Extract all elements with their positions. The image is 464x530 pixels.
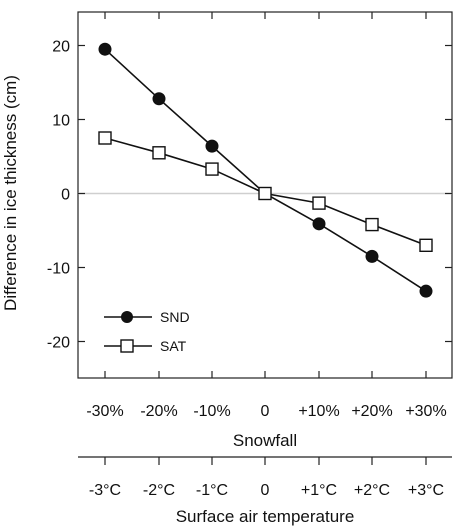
x-tick-label-snowfall: +10% <box>298 403 339 420</box>
x-tick-label-temperature: +1°C <box>301 482 337 499</box>
y-tick-label: 0 <box>61 187 70 204</box>
y-tick-label: -20 <box>47 335 70 352</box>
x-tick-label-temperature: +3°C <box>408 482 444 499</box>
x-tick-label-temperature: -1°C <box>196 482 228 499</box>
y-tick-label: 20 <box>52 39 70 56</box>
data-point-snd <box>420 285 432 297</box>
y-tick-label: -10 <box>47 261 70 278</box>
x-tick-label-snowfall: -20% <box>140 403 177 420</box>
data-point-sat <box>259 188 271 200</box>
x-tick-label-temperature: -2°C <box>143 482 175 499</box>
data-point-snd <box>366 250 378 262</box>
legend-label-snd: SND <box>160 309 190 325</box>
x-axis-title-snowfall: Snowfall <box>233 431 297 450</box>
data-point-snd <box>153 93 165 105</box>
data-point-sat <box>153 147 165 159</box>
x-tick-label-snowfall: +30% <box>405 403 446 420</box>
series-layer <box>99 43 432 297</box>
x-tick-label-temperature: -3°C <box>89 482 121 499</box>
data-point-sat <box>206 163 218 175</box>
y-axis-title: Difference in ice thickness (cm) <box>1 75 20 311</box>
x-tick-label-snowfall: -10% <box>193 403 230 420</box>
legend-marker-snd <box>121 311 133 323</box>
x-tick-label-temperature: +2°C <box>354 482 390 499</box>
labels-layer: -20 -10 0 10 20 -30% -20% -10% 0 +10% +20% +30% Snow… <box>1 39 447 527</box>
legend-marker-sat <box>121 340 133 352</box>
data-point-sat <box>99 132 111 144</box>
x-tick-label-snowfall: +20% <box>351 403 392 420</box>
legend-label-sat: SAT <box>160 338 187 354</box>
axes-layer <box>78 12 452 465</box>
data-point-snd <box>313 218 325 230</box>
x-axis-title-temperature: Surface air temperature <box>176 507 355 526</box>
x-tick-label-snowfall: 0 <box>261 403 270 420</box>
data-point-snd <box>206 140 218 152</box>
data-point-sat <box>366 219 378 231</box>
data-point-sat <box>313 197 325 209</box>
x-tick-label-snowfall: -30% <box>86 403 123 420</box>
data-point-sat <box>420 239 432 251</box>
y-tick-label: 10 <box>52 113 70 130</box>
legend: SND SAT <box>104 309 190 354</box>
data-point-snd <box>99 43 111 55</box>
x-tick-label-temperature: 0 <box>261 482 270 499</box>
